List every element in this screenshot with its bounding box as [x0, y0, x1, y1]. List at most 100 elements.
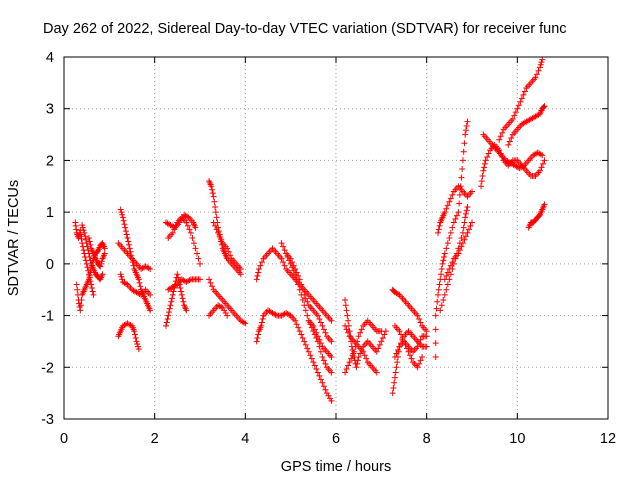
data-point: [136, 279, 143, 286]
data-point: [381, 331, 388, 338]
data-point: [460, 224, 467, 231]
data-point: [541, 201, 548, 208]
data-point: [541, 103, 548, 110]
data-point: [168, 298, 175, 305]
data-point: [171, 284, 178, 291]
series-trace-28: [391, 333, 430, 360]
data-point: [118, 273, 125, 280]
data-point: [86, 253, 93, 260]
data-point: [444, 240, 451, 247]
data-point: [125, 241, 132, 248]
data-point: [455, 250, 462, 257]
data-point: [166, 309, 173, 316]
data-point: [137, 283, 144, 290]
data-point: [419, 353, 426, 360]
series-trace-30: [435, 183, 475, 236]
data-point: [316, 336, 323, 343]
y-tick-label: 2: [46, 153, 54, 169]
data-point: [190, 240, 197, 247]
x-tick-label: 8: [423, 431, 431, 447]
data-point: [83, 240, 90, 247]
data-point: [132, 334, 139, 341]
data-point: [393, 364, 400, 371]
series-trace-15: [206, 276, 249, 327]
y-tick-label: -2: [41, 360, 54, 376]
data-point: [378, 328, 385, 335]
data-point: [299, 334, 306, 341]
data-point: [328, 317, 335, 324]
data-point: [81, 229, 88, 236]
data-point: [463, 207, 470, 214]
data-point: [452, 216, 459, 223]
data-point: [101, 250, 108, 257]
data-point: [167, 302, 174, 309]
data-point: [455, 209, 462, 216]
data-point: [444, 281, 451, 288]
data-point: [435, 229, 441, 236]
data-point: [437, 307, 444, 314]
y-tick-label: -3: [41, 412, 54, 428]
data-point: [345, 362, 352, 369]
data-point: [178, 288, 185, 295]
data-point: [304, 298, 311, 305]
data-point: [87, 257, 94, 264]
data-point: [441, 276, 448, 283]
data-point: [541, 157, 548, 164]
data-point: [175, 274, 182, 281]
data-point: [464, 203, 471, 210]
data-point: [78, 297, 85, 304]
data-point: [539, 56, 546, 63]
data-point: [216, 233, 223, 240]
data-point: [178, 291, 185, 298]
data-point: [322, 386, 329, 393]
data-point: [209, 186, 216, 193]
data-point: [213, 226, 220, 233]
data-point: [319, 322, 326, 329]
data-point: [423, 343, 430, 350]
data-point: [147, 291, 154, 298]
y-tick-label: 3: [46, 102, 54, 118]
data-point: [394, 359, 401, 366]
data-point: [258, 322, 265, 329]
data-point: [414, 312, 421, 319]
data-point: [281, 262, 288, 269]
data-point: [520, 91, 527, 98]
data-point: [296, 276, 303, 283]
data-point: [278, 255, 285, 262]
data-point: [506, 138, 513, 145]
data-point: [320, 357, 327, 364]
data-point: [278, 240, 285, 247]
data-point: [237, 266, 244, 273]
data-point: [302, 295, 309, 302]
series-trace-6: [115, 240, 154, 273]
data-point: [192, 224, 199, 231]
data-point: [464, 118, 471, 125]
data-point: [84, 243, 91, 250]
data-point: [292, 317, 299, 324]
data-point: [469, 219, 475, 226]
data-point: [310, 359, 317, 366]
series-trace-12: [163, 271, 190, 329]
data-point: [462, 131, 469, 138]
data-point: [358, 326, 365, 333]
series-trace-13: [206, 178, 244, 278]
y-tick-label: 0: [46, 257, 54, 273]
data-point: [298, 331, 305, 338]
data-point: [195, 255, 202, 262]
data-point: [82, 236, 89, 243]
data-point: [177, 284, 184, 291]
data-point: [147, 307, 154, 314]
data-point: [86, 238, 93, 245]
data-point: [481, 164, 488, 171]
data-point: [169, 229, 176, 236]
data-point: [169, 295, 176, 302]
data-point: [361, 352, 368, 359]
data-point: [253, 338, 260, 345]
data-point: [298, 281, 305, 288]
data-point: [258, 319, 265, 326]
data-point: [187, 229, 194, 236]
data-point: [439, 260, 446, 267]
data-point: [85, 235, 92, 241]
data-point: [521, 88, 528, 95]
